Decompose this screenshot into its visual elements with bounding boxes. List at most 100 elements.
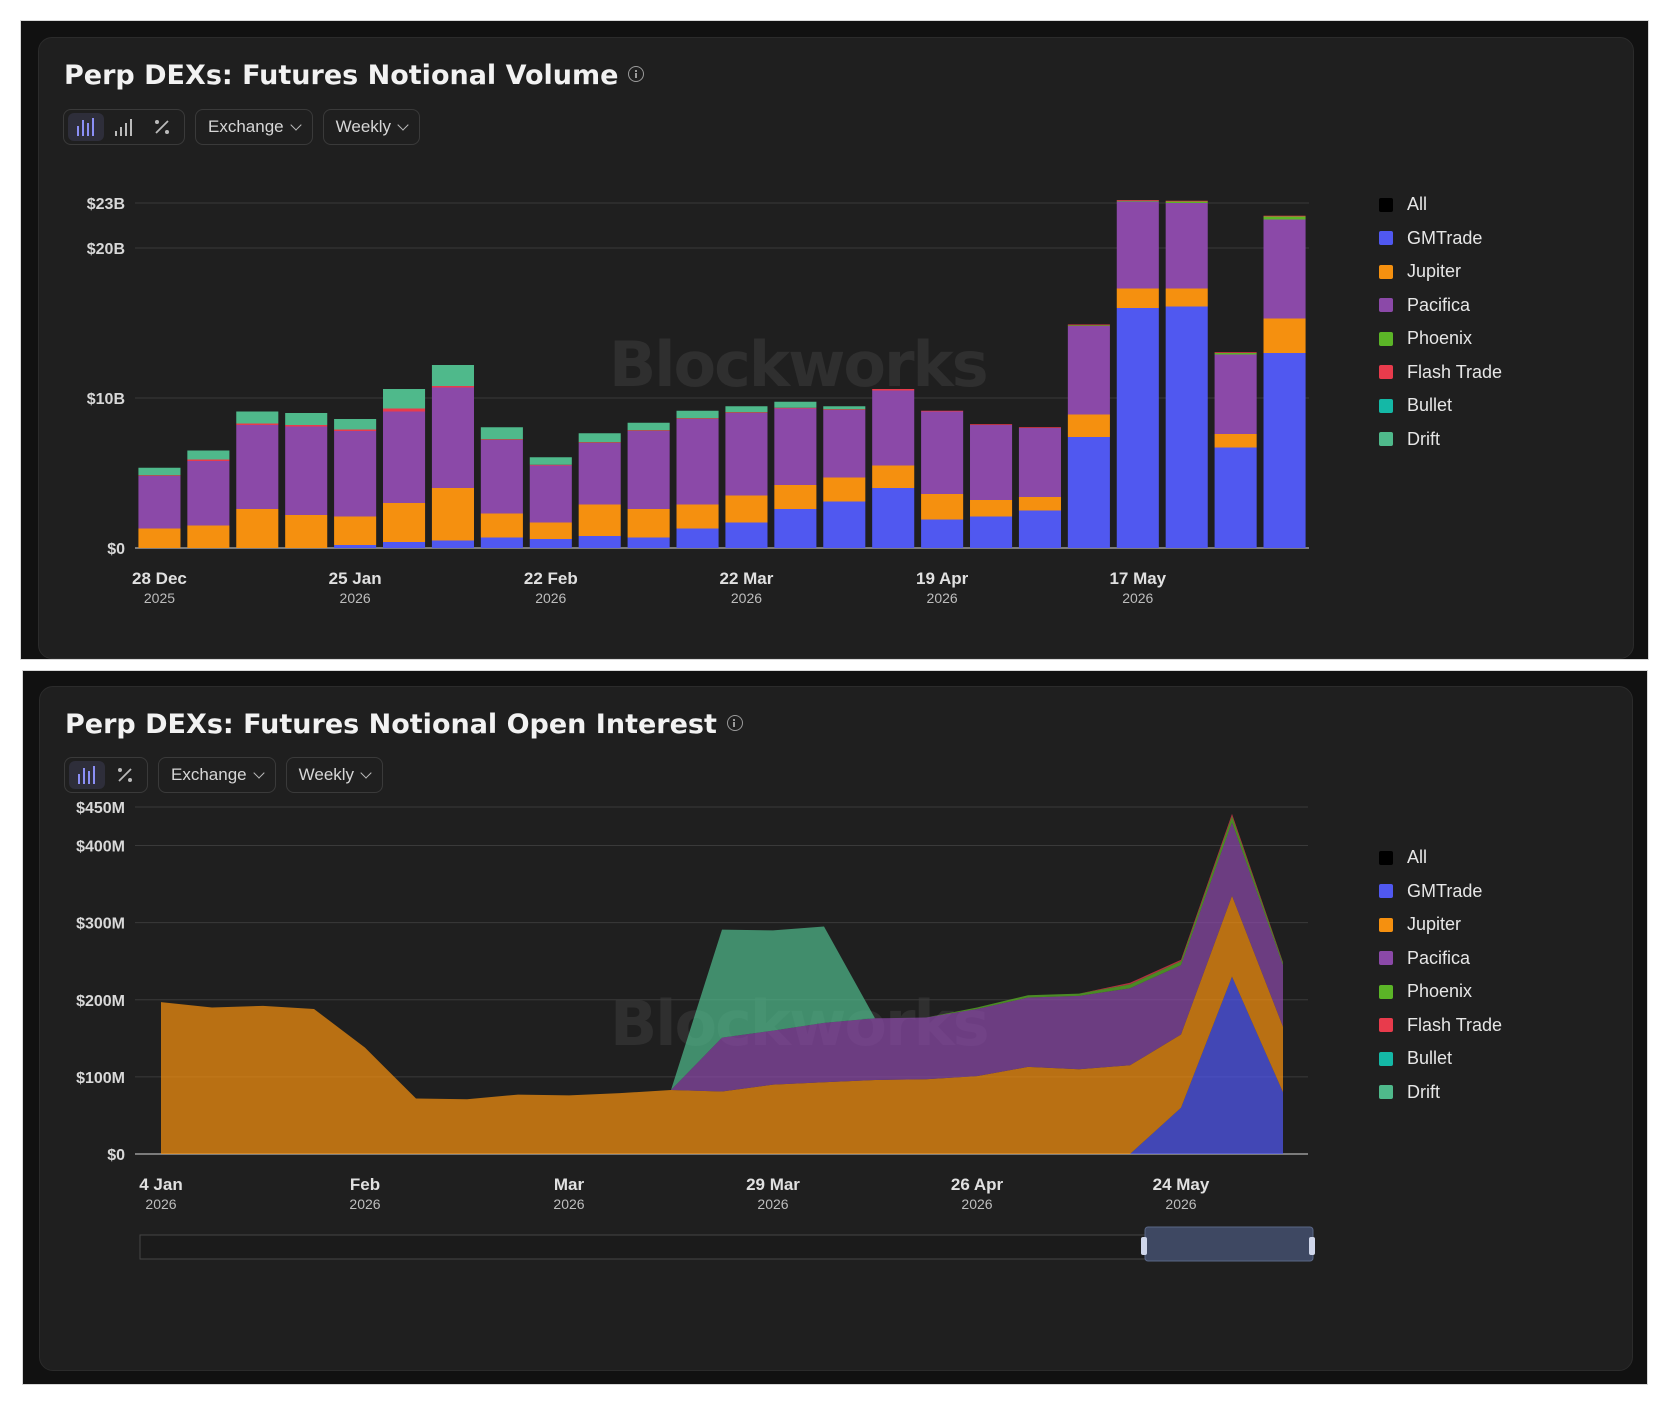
legend-item-bullet[interactable]: Bullet [1379,1042,1502,1076]
percent-icon[interactable] [107,761,143,789]
legend-item-gmtrade[interactable]: GMTrade [1379,875,1502,909]
bar-gmtrade[interactable] [1067,437,1110,548]
bar-pacifica[interactable] [285,426,328,516]
bar-jupiter[interactable] [627,509,670,538]
bar-gmtrade[interactable] [431,540,474,549]
bar-jupiter[interactable] [285,515,328,548]
signal-bars-icon[interactable] [106,113,142,141]
exchange-dropdown[interactable]: Exchange [158,757,276,793]
bar-jupiter[interactable] [1214,434,1257,448]
legend-item-bullet[interactable]: Bullet [1379,389,1502,423]
bar-pacifica[interactable] [383,411,426,504]
bar-flash-trade[interactable] [529,464,572,466]
bar-pacifica[interactable] [676,419,719,505]
bar-flash-trade[interactable] [774,407,817,409]
info-icon[interactable] [628,65,645,82]
bar-pacifica[interactable] [1067,326,1110,415]
bar-drift[interactable] [334,419,377,430]
bar-gmtrade[interactable] [578,536,621,548]
bar-gmtrade[interactable] [529,539,572,548]
bar-gmtrade[interactable] [334,545,377,548]
bar-pacifica[interactable] [1165,203,1208,289]
bar-gmtrade[interactable] [774,509,817,548]
bar-flash-trade[interactable] [431,386,474,388]
bar-pacifica[interactable] [627,431,670,509]
bar-jupiter[interactable] [187,525,230,549]
bar-flash-trade[interactable] [1018,427,1061,428]
bar-jupiter[interactable] [578,504,621,537]
bar-jupiter[interactable] [480,513,523,538]
bar-pacifica[interactable] [725,413,768,496]
bar-jupiter[interactable] [774,485,817,509]
bar-jupiter[interactable] [1018,497,1061,511]
bar-jupiter[interactable] [725,495,768,523]
bar-drift[interactable] [627,422,670,431]
bar-gmtrade[interactable] [1018,510,1061,549]
legend-item-flash-trade[interactable]: Flash Trade [1379,356,1502,390]
bar-phoenix[interactable] [1116,200,1159,202]
bar-chart-icon[interactable] [69,761,105,789]
bar-phoenix[interactable] [1263,216,1306,220]
bar-flash-trade[interactable] [285,425,328,427]
bar-pacifica[interactable] [1214,354,1257,435]
bar-jupiter[interactable] [921,494,964,520]
bar-drift[interactable] [431,365,474,386]
legend-item-drift[interactable]: Drift [1379,423,1502,457]
bar-pacifica[interactable] [970,425,1013,500]
legend-item-flash-trade[interactable]: Flash Trade [1379,1009,1502,1043]
bar-pacifica[interactable] [138,476,181,529]
legend-item-jupiter[interactable]: Jupiter [1379,908,1502,942]
bar-drift[interactable] [774,401,817,408]
bar-flash-trade[interactable] [1165,200,1208,202]
range-window[interactable] [1144,1226,1314,1262]
info-icon[interactable] [726,714,743,731]
bar-flash-trade[interactable] [1067,324,1110,326]
bar-pacifica[interactable] [236,425,279,509]
bar-jupiter[interactable] [529,522,572,540]
bar-jupiter[interactable] [334,516,377,546]
bar-jupiter[interactable] [1067,414,1110,438]
bar-flash-trade[interactable] [187,459,230,462]
area-drift[interactable] [161,813,1283,1100]
bar-pacifica[interactable] [1263,219,1306,319]
bar-drift[interactable] [285,413,328,425]
bar-drift[interactable] [236,411,279,424]
legend-item-all[interactable]: All [1379,188,1502,222]
bar-jupiter[interactable] [1116,288,1159,309]
bar-flash-trade[interactable] [138,475,181,476]
legend-item-pacifica[interactable]: Pacifica [1379,289,1502,323]
bar-jupiter[interactable] [431,488,474,541]
bar-drift[interactable] [480,427,523,440]
bar-drift[interactable] [823,406,866,410]
percent-icon[interactable] [144,113,180,141]
bar-jupiter[interactable] [823,477,866,502]
bar-flash-trade[interactable] [383,408,426,412]
range-handle-left[interactable] [1141,1237,1147,1255]
bar-pacifica[interactable] [334,431,377,517]
bar-flash-trade[interactable] [1116,200,1159,201]
bar-flash-trade[interactable] [578,442,621,443]
bar-gmtrade[interactable] [480,537,523,549]
bar-jupiter[interactable] [1165,288,1208,307]
legend-item-gmtrade[interactable]: GMTrade [1379,222,1502,256]
bar-drift[interactable] [138,467,181,476]
bar-flash-trade[interactable] [725,412,768,413]
range-selector[interactable] [139,1226,1315,1262]
bar-pacifica[interactable] [529,465,572,523]
bar-drift[interactable] [187,450,230,460]
bar-pacifica[interactable] [1116,201,1159,289]
bar-gmtrade[interactable] [627,537,670,549]
bar-jupiter[interactable] [676,504,719,529]
bar-flash-trade[interactable] [480,439,523,440]
bar-phoenix[interactable] [1214,353,1257,355]
bar-jupiter[interactable] [1263,318,1306,354]
legend-item-jupiter[interactable]: Jupiter [1379,255,1502,289]
bar-gmtrade[interactable] [970,516,1013,549]
area-jupiter[interactable] [161,895,1283,1154]
bar-gmtrade[interactable] [872,488,915,548]
bar-flash-trade[interactable] [334,429,377,432]
bar-jupiter[interactable] [872,465,915,489]
bar-phoenix[interactable] [1067,325,1110,326]
range-handle-right[interactable] [1309,1237,1315,1255]
period-dropdown[interactable]: Weekly [285,757,384,793]
